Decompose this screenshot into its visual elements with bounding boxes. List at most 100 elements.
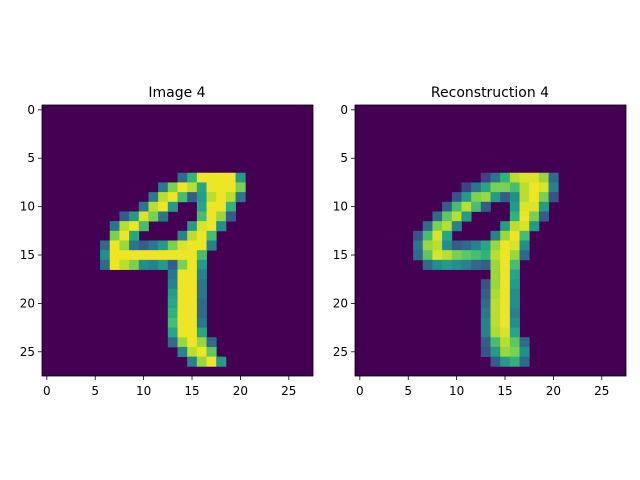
- heatmap-cell: [490, 337, 501, 348]
- heatmap-cell: [442, 250, 453, 261]
- heatmap-cell: [471, 240, 482, 251]
- heatmap-cell: [216, 192, 227, 203]
- y-tick-label: 0: [340, 103, 348, 117]
- heatmap-cell: [225, 182, 236, 193]
- heatmap-cell: [187, 308, 198, 319]
- heatmap-cell: [177, 269, 188, 280]
- heatmap-cell: [461, 182, 472, 193]
- heatmap-cell: [196, 279, 207, 290]
- heatmap-cell: [196, 250, 207, 261]
- heatmap-cell: [509, 230, 520, 241]
- heatmap-cell: [509, 288, 520, 299]
- heatmap-cell: [216, 201, 227, 212]
- heatmap-cell: [196, 269, 207, 280]
- x-tick-label: 25: [594, 384, 609, 398]
- heatmap-cell: [538, 201, 549, 212]
- heatmap-cell: [148, 192, 159, 203]
- heatmap-cell: [187, 356, 198, 367]
- heatmap-cell: [500, 250, 511, 261]
- heatmap-cell: [500, 240, 511, 251]
- heatmap-cell: [216, 356, 227, 367]
- heatmap-cell: [490, 317, 501, 329]
- heatmap-cell: [509, 259, 520, 270]
- x-tick-label: 15: [184, 384, 199, 398]
- heatmap-cell: [177, 192, 188, 203]
- heatmap-cell: [432, 230, 443, 241]
- heatmap-cell: [480, 240, 491, 251]
- heatmap-cell: [529, 221, 540, 232]
- heatmap-cell: [206, 221, 217, 232]
- heatmap-cell: [129, 221, 140, 232]
- heatmap-cell: [119, 230, 130, 241]
- heatmap-cell: [138, 201, 149, 212]
- heatmap-cell: [490, 240, 501, 251]
- heatmap-cell: [432, 211, 443, 222]
- heatmap-cell: [187, 337, 198, 348]
- heatmap-cell: [109, 250, 120, 261]
- panel-title: Image 4: [148, 85, 205, 101]
- y-tick-label: 20: [333, 296, 348, 310]
- heatmap-cell: [490, 356, 501, 367]
- heatmap-cell: [177, 230, 188, 241]
- heatmap-cell: [519, 182, 530, 193]
- heatmap-cell: [225, 201, 236, 212]
- heatmap-cell: [422, 259, 433, 270]
- heatmap-cell: [177, 346, 188, 358]
- heatmap-cell: [509, 298, 520, 309]
- heatmap-cell: [119, 259, 130, 270]
- heatmap-cell: [216, 172, 227, 183]
- heatmap-cell: [509, 327, 520, 338]
- heatmap-cell: [500, 192, 511, 203]
- heatmap-cell: [225, 192, 236, 203]
- heatmap-cell: [206, 337, 217, 348]
- x-axis-ticks: 0 5 10 15 20 25: [43, 376, 296, 398]
- heatmap-cell: [442, 240, 453, 251]
- heatmap-cell: [490, 308, 501, 319]
- heatmap-cell: [225, 172, 236, 183]
- heatmap-cell: [538, 211, 549, 222]
- heatmap-cell: [177, 317, 188, 329]
- heatmap-cell: [206, 211, 217, 222]
- heatmap-cell: [167, 269, 178, 280]
- heatmap-cell: [490, 269, 501, 280]
- heatmap-cell: [196, 201, 207, 212]
- heatmap-cell: [519, 356, 530, 367]
- heatmap-cell: [196, 327, 207, 338]
- heatmap-cell: [480, 201, 491, 212]
- heatmap-cell: [158, 201, 169, 212]
- heatmap-cell: [177, 172, 188, 183]
- heatmap-cell: [177, 259, 188, 270]
- heatmap-cell: [519, 240, 530, 251]
- heatmap-cell: [196, 221, 207, 232]
- heatmap-cell: [500, 298, 511, 309]
- heatmap-cell: [509, 308, 520, 319]
- heatmap-cell: [500, 230, 511, 241]
- heatmap-cell: [129, 211, 140, 222]
- heatmap-cell: [538, 172, 549, 183]
- heatmap-cell: [490, 279, 501, 290]
- heatmap-cell: [196, 337, 207, 348]
- heatmap-cell: [206, 240, 217, 251]
- heatmap-cell: [442, 230, 453, 241]
- heatmap-cell: [442, 259, 453, 270]
- heatmap-cell: [100, 259, 111, 270]
- x-axis-ticks: 0 5 10 15 20 25: [356, 376, 609, 398]
- heatmap-cell: [187, 346, 198, 358]
- heatmap-cell: [129, 259, 140, 270]
- heatmap-cell: [480, 259, 491, 270]
- y-tick-label: 25: [20, 345, 35, 359]
- heatmap-cell: [158, 250, 169, 261]
- heatmap-cell: [206, 356, 217, 367]
- heatmap-cell: [413, 250, 424, 261]
- heatmap-cell: [500, 308, 511, 319]
- heatmap-cell: [235, 192, 246, 203]
- panel-reconstruction-4: Reconstruction 4 0 5 10 15 20 25 0 5 10 15 20 25: [333, 85, 627, 398]
- heatmap-cell: [451, 221, 462, 232]
- heatmap-cell: [548, 182, 559, 193]
- heatmap-cell: [109, 259, 120, 270]
- heatmap-cell: [129, 230, 140, 241]
- heatmap-cell: [109, 230, 120, 241]
- heatmap-cell: [442, 211, 453, 222]
- x-tick-label: 0: [356, 384, 364, 398]
